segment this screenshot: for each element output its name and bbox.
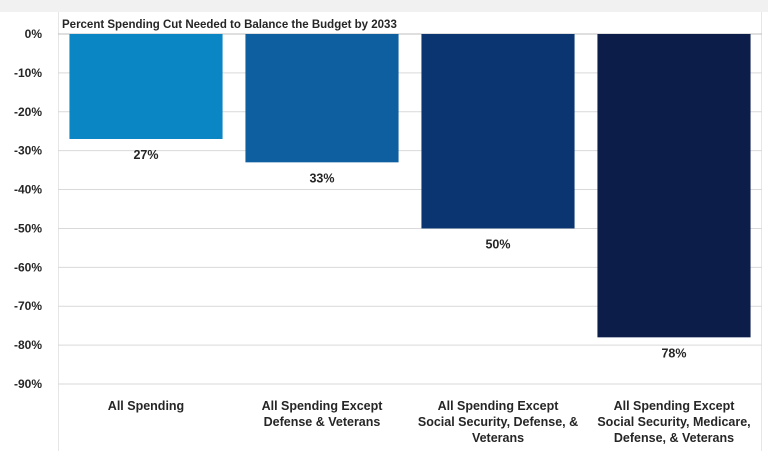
- bar: [69, 34, 223, 139]
- y-tick-label: -30%: [14, 144, 42, 158]
- y-tick-label: -40%: [14, 183, 42, 197]
- y-tick-label: -80%: [14, 338, 42, 352]
- y-tick-label: -50%: [14, 221, 42, 235]
- data-labels: 27% 33% 50% 78%: [133, 148, 686, 360]
- data-label: 33%: [309, 171, 334, 185]
- y-tick-label: -60%: [14, 260, 42, 274]
- data-label: 50%: [485, 237, 510, 251]
- category-label: All Spending Except Defense & Veterans: [262, 399, 384, 429]
- bars: [69, 34, 751, 338]
- y-tick-label: -10%: [14, 66, 42, 80]
- data-label: 27%: [133, 148, 158, 162]
- y-axis-tick-labels: 0% -10% -20% -30% -40% -50% -60% -70% -80% -90%: [14, 27, 42, 391]
- window-top-strip: [0, 0, 768, 12]
- y-tick-label: 0%: [25, 27, 43, 41]
- chart-frame: [58, 12, 762, 451]
- data-label: 78%: [661, 346, 686, 360]
- x-axis-category-labels: All Spending All Spending Except Defense &…: [108, 399, 751, 445]
- bar: [421, 34, 575, 229]
- y-tick-label: -70%: [14, 299, 42, 313]
- bar: [597, 34, 751, 338]
- category-label: All Spending: [108, 399, 184, 413]
- y-tick-label: -90%: [14, 377, 42, 391]
- bar: [245, 34, 399, 163]
- chart-title: Percent Spending Cut Needed to Balance t…: [62, 19, 397, 31]
- category-label: All Spending Except Social Security, Defe…: [418, 399, 578, 445]
- y-tick-label: -20%: [14, 105, 42, 119]
- category-label: All Spending Except Social Security, Medi…: [597, 399, 750, 445]
